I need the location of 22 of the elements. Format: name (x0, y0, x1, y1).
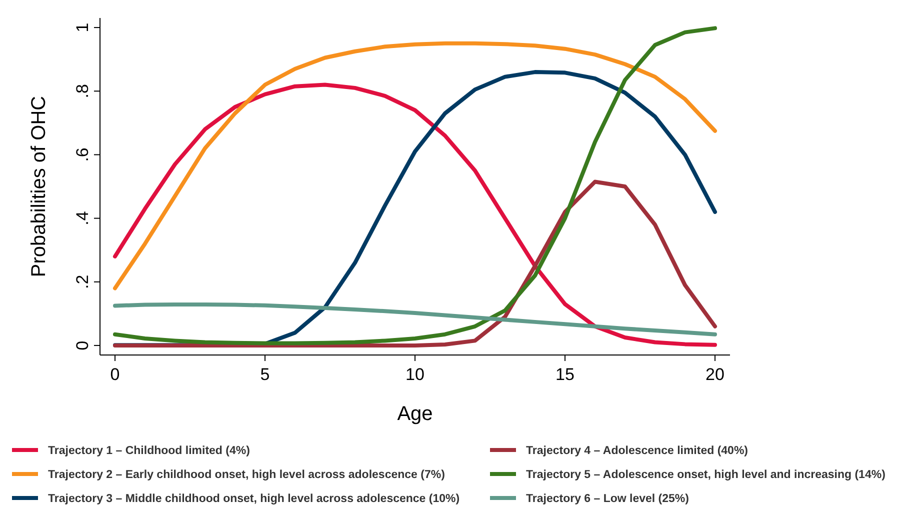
y-tick-label: .4 (73, 211, 92, 226)
x-tick-label: 10 (406, 365, 424, 384)
y-tick-label: 0 (73, 340, 92, 350)
y-tick-label: 1 (73, 22, 92, 32)
legend-label: Trajectory 3 – Middle childhood onset, high level across adolescence (10%) (48, 493, 460, 505)
legend-label: Trajectory 4 – Adolescence limited (40%) (526, 445, 748, 457)
legend-label: Trajectory 5 – Adolescence onset, high level and increasing (14%) (526, 469, 886, 481)
y-tick-label: .8 (73, 84, 92, 98)
line-series (113, 41, 717, 290)
y-tick-label: .6 (73, 148, 92, 162)
x-axis-title: Age (397, 403, 433, 425)
legend-label: Trajectory 6 – Low level (25%) (526, 493, 690, 505)
x-tick-label: 15 (556, 365, 574, 384)
legend-label: Trajectory 2 – Early childhood onset, high level across adolescence (7%) (48, 469, 446, 481)
x-tick-label: 5 (260, 365, 270, 384)
x-tick-label: 20 (706, 365, 724, 384)
line-series (113, 302, 717, 336)
y-axis-title: Probabilities of OHC (28, 96, 50, 278)
x-tick-label: 0 (110, 365, 120, 384)
legend-label: Trajectory 1 – Childhood limited (4%) (48, 445, 250, 457)
line-series (113, 180, 717, 348)
y-tick-label: .2 (73, 274, 92, 289)
